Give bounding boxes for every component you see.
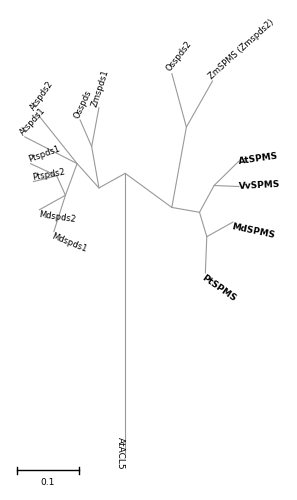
Text: Osspds: Osspds xyxy=(72,88,93,120)
Text: Ptspds2: Ptspds2 xyxy=(32,167,66,182)
Text: MdSPMS: MdSPMS xyxy=(231,222,276,240)
Text: VvSPMS: VvSPMS xyxy=(238,180,281,191)
Text: Zmspds1: Zmspds1 xyxy=(90,68,111,108)
Text: Osspds2: Osspds2 xyxy=(165,40,194,74)
Text: Ptspds1: Ptspds1 xyxy=(27,144,61,164)
Text: AtACL5: AtACL5 xyxy=(116,437,125,470)
Text: Mdspds2: Mdspds2 xyxy=(38,210,76,224)
Text: 0.1: 0.1 xyxy=(41,478,55,486)
Text: Mdspds1: Mdspds1 xyxy=(50,232,89,254)
Text: PtSPMS: PtSPMS xyxy=(200,273,238,304)
Text: ZmSPMS (Zmspds2): ZmSPMS (Zmspds2) xyxy=(207,18,275,81)
Text: Atspds2: Atspds2 xyxy=(29,80,56,112)
Text: Atspds1: Atspds1 xyxy=(18,106,47,137)
Text: AtSPMS: AtSPMS xyxy=(238,151,279,166)
